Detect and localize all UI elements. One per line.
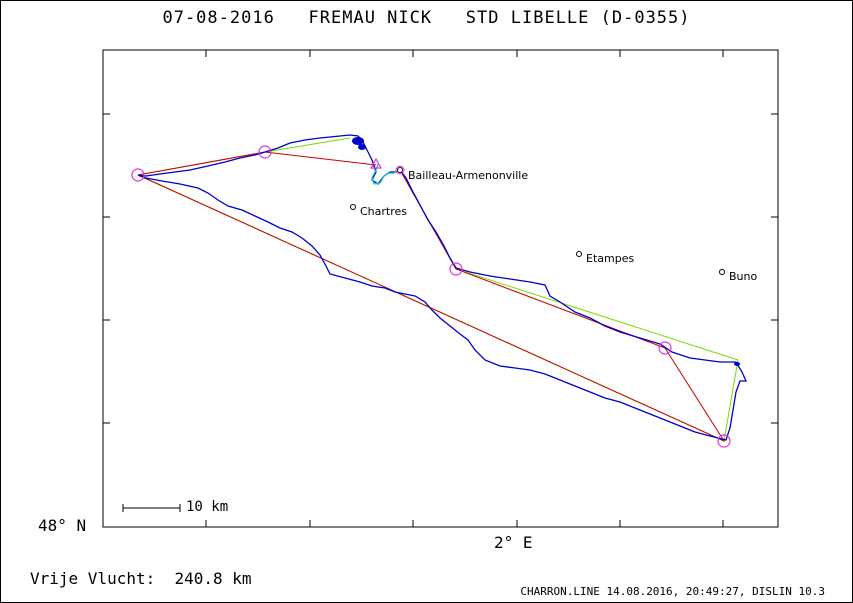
- turnpoint-marker: [658, 341, 672, 355]
- place-marker-chartres: [350, 204, 356, 210]
- turnpoint-marker: [258, 145, 272, 159]
- optimized-route-line-2: [137, 169, 739, 442]
- gps-track: [137, 134, 748, 441]
- turnpoint-marker: [717, 434, 731, 448]
- place-label-etampes: Etampes: [586, 252, 634, 265]
- place-markers: [350, 165, 725, 275]
- start-triangle-marker: [369, 157, 383, 169]
- place-label-buno: Buno: [729, 270, 757, 283]
- turnpoints: [131, 145, 731, 448]
- footer-info: CHARRON.LINE 14.08.2016, 20:49:27, DISLI…: [520, 585, 825, 598]
- longitude-label: 2° E: [494, 533, 533, 552]
- start-circle-marker: [395, 165, 405, 175]
- turnpoint-marker: [449, 262, 463, 276]
- place-marker-etampes: [576, 251, 582, 257]
- track-cluster: [352, 137, 740, 366]
- place-label-chartres: Chartres: [360, 205, 407, 218]
- axis-ticks: [103, 50, 778, 527]
- task-route-line-2: [137, 169, 726, 443]
- place-marker-bailleau: [397, 167, 403, 173]
- page-title: 07-08-2016 FREMAU NICK STD LIBELLE (D-03…: [162, 8, 691, 28]
- gps-track-start: [371, 163, 401, 185]
- turnpoint-marker: [131, 168, 145, 182]
- scale-bar-label: 10 km: [186, 499, 229, 515]
- place-label-bailleau: Bailleau-Armenonville: [408, 169, 528, 182]
- plot-border: [102, 49, 779, 528]
- latitude-label: 48° N: [38, 516, 87, 535]
- scale-bar: [122, 504, 181, 512]
- free-flight-distance: Vrije Vlucht: 240.8 km: [30, 569, 252, 588]
- place-marker-buno: [719, 269, 725, 275]
